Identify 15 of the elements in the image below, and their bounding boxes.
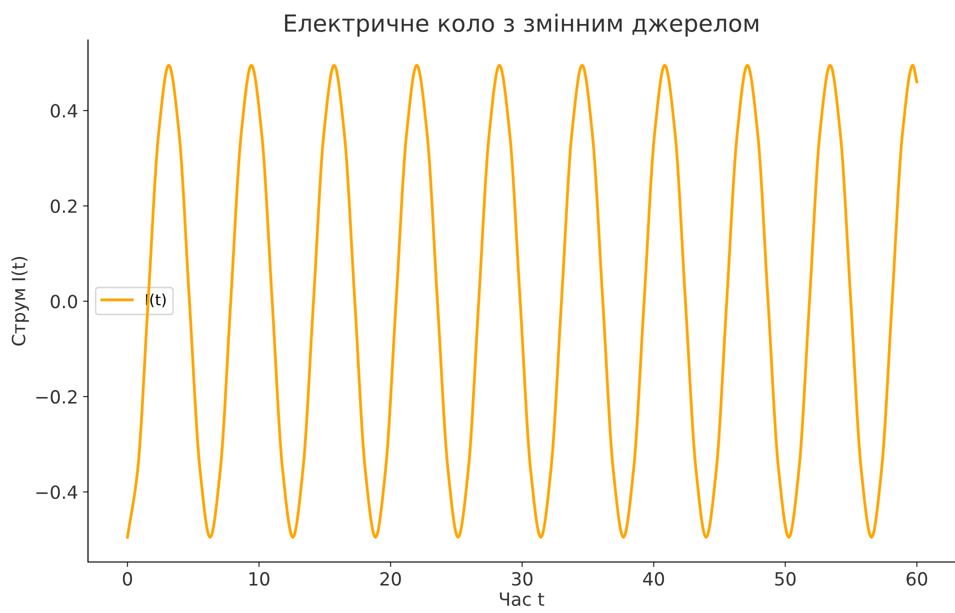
y-axis-title: Струм I(t): [11, 256, 29, 346]
y-tick-label: 0.4: [50, 104, 78, 118]
y-tick-label: −0.2: [36, 390, 76, 404]
x-axis-title: Час t: [500, 592, 544, 606]
x-tick-label: 10: [250, 572, 270, 586]
x-tick-label: 60: [906, 572, 928, 586]
chart-title: Електричне коло з змінним джерелом: [285, 14, 758, 37]
y-tick-label: 0.2: [50, 199, 76, 214]
x-tick-label: 30: [512, 572, 532, 586]
y-tick-label: 0.0: [50, 294, 78, 308]
x-tick-label: 40: [643, 572, 664, 586]
x-tick-label: 20: [380, 572, 401, 586]
x-tick-label: 0: [122, 572, 132, 586]
x-tick-label: 50: [775, 572, 796, 586]
y-tick-label: −0.4: [36, 485, 78, 500]
